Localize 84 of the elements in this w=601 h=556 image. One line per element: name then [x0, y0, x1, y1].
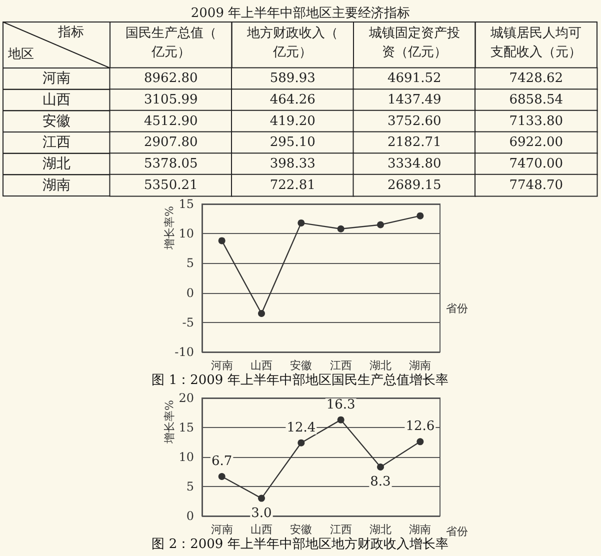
y-axis-title: 增长率% [163, 400, 176, 444]
data-label: 4512.90 [144, 114, 198, 129]
y-tick-label: 江西 [42, 134, 70, 151]
y-tick-label: 20 [178, 391, 194, 405]
x-tick-label: 安徽 [290, 359, 312, 372]
point [377, 221, 384, 228]
x-axis-title: 指标 [57, 25, 84, 40]
point [416, 438, 424, 446]
x-tick-label: 湖北 [370, 359, 392, 372]
data-label: 1437.49 [387, 92, 442, 108]
data-label: 722.81 [270, 178, 316, 193]
y-axis-title: 增长率% [163, 206, 176, 250]
point [298, 219, 305, 226]
y-tick-label: 河南 [42, 70, 70, 87]
data-label: 464.26 [270, 92, 316, 108]
x-tick-label: 山西 [250, 523, 272, 536]
x-axis-title: 省份 [446, 525, 468, 538]
y-tick-label: 安徽 [42, 113, 70, 130]
data-label: 7470.00 [509, 156, 564, 172]
y-axis-title: 地区 [7, 47, 34, 62]
data-label: 398.33 [270, 156, 316, 172]
y-tick-label: 山西 [42, 92, 70, 108]
data-label: 3752.60 [387, 114, 442, 129]
data-label: 6922.00 [509, 135, 564, 150]
x-tick-label: 河南 [210, 523, 233, 536]
data-label: 7133.80 [509, 114, 564, 129]
y-tick-label: 0 [186, 286, 194, 300]
data-label: 6858.54 [509, 92, 564, 108]
data-label: 3334.80 [387, 156, 442, 172]
data-label: 7428.62 [509, 71, 564, 86]
y-tick-label: 湖北 [42, 156, 70, 172]
chart-title: 2009 年上半年中部地区主要经济指标 [190, 5, 410, 21]
y-tick-label: 5 [186, 480, 194, 494]
x-tick-label: 国民生产总值（亿元） [125, 26, 216, 60]
data-label: 6.7 [211, 454, 232, 469]
data-label: 2907.80 [144, 135, 198, 150]
data-label: 3.0 [251, 506, 272, 521]
y-tick-label: 5 [186, 256, 194, 270]
point [218, 472, 226, 480]
x-tick-label: 安徽 [290, 523, 312, 536]
point [258, 310, 265, 318]
data-label: 3105.99 [144, 92, 198, 108]
text: 图 1：2009 年上半年中部地区国民生产总值增长率 [152, 372, 448, 388]
x-tick-label: 城镇固定资产投资（亿元） [368, 26, 460, 60]
point [298, 439, 305, 446]
y-tick-label: 10 [178, 450, 194, 464]
x-tick-label: 地方财政收入（亿元） [246, 25, 338, 60]
x-tick-label: 湖南 [409, 359, 432, 372]
data-label: 589.93 [270, 71, 316, 86]
point [258, 494, 265, 502]
data-label: 2689.15 [387, 178, 442, 193]
point [218, 237, 226, 244]
data-label: 8.3 [370, 474, 391, 490]
y-tick-label: 10 [178, 226, 194, 241]
data-label: 12.6 [406, 419, 435, 434]
y-tick-label: -10 [174, 345, 194, 359]
x-tick-label: 城镇居民人均可支配收入（元） [490, 26, 582, 60]
x-tick-label: 江西 [330, 359, 352, 372]
data-label: 295.10 [270, 135, 316, 150]
x-tick-label: 湖南 [409, 523, 432, 536]
point [377, 464, 384, 471]
y-tick-label: 15 [178, 197, 194, 211]
x-tick-label: 湖北 [370, 523, 392, 536]
text: 图 2：2009 年上半年中部地区地方财政收入增长率 [152, 536, 448, 552]
y-tick-label: 15 [178, 420, 194, 434]
y-tick-label: 0 [186, 509, 194, 523]
x-tick-label: 山西 [250, 359, 272, 372]
data-label: 4691.52 [387, 71, 442, 86]
point [416, 212, 424, 220]
x-tick-label: 河南 [210, 359, 233, 372]
data-label: 419.20 [270, 114, 316, 129]
data-label: 12.4 [286, 420, 316, 436]
data-label: 2182.71 [387, 135, 442, 150]
point [337, 416, 344, 424]
y-tick-label: 湖南 [42, 177, 70, 194]
data-label: 5350.21 [144, 178, 198, 193]
y-tick-label: -5 [182, 315, 194, 330]
data-label: 16.3 [326, 397, 356, 412]
data-label: 5378.05 [144, 156, 198, 172]
data-label: 8962.80 [144, 71, 198, 86]
x-axis-title: 省份 [446, 302, 468, 315]
point [337, 225, 344, 232]
x-tick-label: 江西 [330, 523, 352, 536]
data-label: 7748.70 [509, 178, 564, 193]
